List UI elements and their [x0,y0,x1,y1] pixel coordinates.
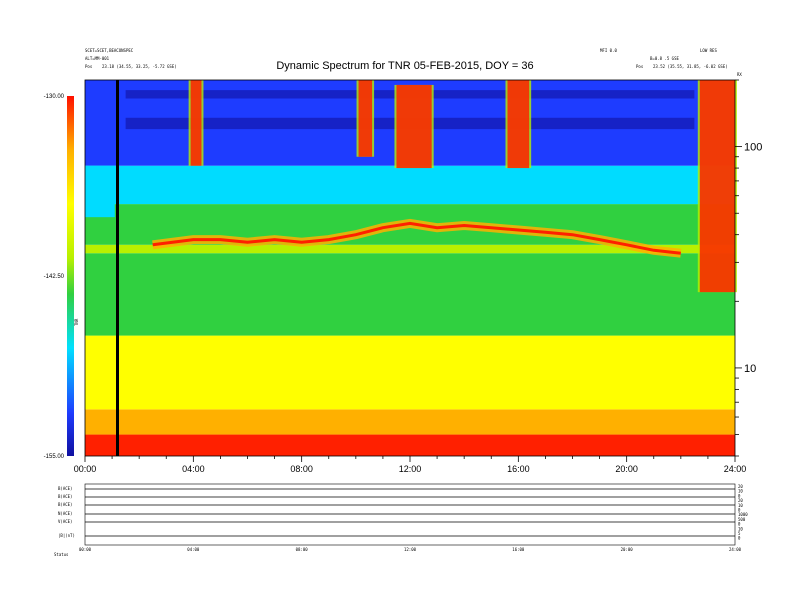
band-orange [85,409,735,435]
x-tick-label-1: 04:00 [182,464,205,474]
band-red-base [85,434,735,456]
colorbar-tick-mid: -142.50 [44,274,65,280]
left-meta-1: SCET=SCET,BEACONSPEC [85,48,134,53]
bottom-row-label-0: B(ACE) [58,486,72,491]
plasma-line [152,221,681,255]
bottom-x-tick-4: 16:00 [512,547,525,552]
bottom-x-tick-3: 12:00 [404,547,417,552]
bottom-right-tick-0: 20 [738,484,743,489]
burst-0 [190,80,202,166]
bottom-right-tick-11: 0 [738,536,741,541]
left-meta-2: ALT=MM-001 [85,56,110,61]
bottom-right-tick-7: 500 [738,517,746,522]
bottom-x-tick-0: 00:00 [79,547,92,552]
colorbar-tick-top: -130.00 [44,94,65,100]
x-tick-label-0: 00:00 [74,464,97,474]
burst-3 [507,80,530,169]
colorbar-tick-bottom: -155.00 [44,454,65,460]
right-pos-value: 23.52 (35.55, 31.85, -6.02 GSE) [653,64,728,69]
bottom-x-tick-2: 08:00 [296,547,309,552]
colorbar [67,96,74,456]
burst-4 [699,80,735,293]
left-pos-label: Pos [85,64,93,69]
bottom-row-label-5: |B|(nT) [58,533,75,538]
right-meta-2: LOW RES [700,48,717,53]
burst-2 [396,84,432,169]
band-cyan [85,165,735,205]
burst-1 [358,80,373,157]
y-axis: 10 100 [735,79,762,457]
bottom-panel-frame [84,483,736,546]
x-tick-label-3: 12:00 [399,464,422,474]
early-cyan-wedge [85,165,115,218]
bottom-right-tick-5: 0 [738,508,741,513]
chart-title: Dynamic Spectrum for TNR 05-FEB-2015, DO… [276,60,533,72]
left-pos-value: 23.18 (34.55, 33.25, -5.72 GSE) [102,64,177,69]
bottom-x-tick-6: 24:00 [729,547,742,552]
bottom-right-tick-10: 5 [738,531,741,536]
bottom-right-tick-8: 0 [738,522,741,527]
spectrogram [85,80,737,456]
x-tick-label-5: 20:00 [615,464,638,474]
status-label: Status [54,552,69,557]
bottom-x-tick-1: 04:00 [187,547,200,552]
bottom-right-tick-9: 10 [738,526,743,531]
band-green [85,253,735,336]
bottom-row-label-1: B(ACE) [58,494,72,499]
y-tick-label-10: 10 [744,363,756,375]
bottom-x-tick-5: 20:00 [621,547,634,552]
bottom-right-tick-4: 10 [738,503,743,508]
bottom-right-tick-3: 20 [738,498,743,503]
bottom-right-tick-6: 1000 [738,512,748,517]
x-tick-label-4: 16:00 [507,464,530,474]
bottom-right-tick-1: 10 [738,489,743,494]
y-tick-label-100: 100 [744,142,762,154]
x-tick-label-2: 08:00 [290,464,313,474]
band-yellow-low [85,335,735,410]
colorbar-label: TNR [74,318,79,326]
bottom-panel: B(ACE)B(ACE)B(ACE)N(ACE)V(ACE)|B|(nT)201… [58,484,748,552]
bottom-right-tick-2: 0 [738,493,741,498]
right-meta-1: MFI 0.0 [600,48,617,53]
right-meta-3: B=0.8 .5 GSE [650,56,679,61]
bottom-row-label-4: V(ACE) [58,519,72,524]
x-tick-label-6: 24:00 [724,464,747,474]
corner-tag: RX [737,72,742,77]
bottom-row-label-2: B(ACE) [58,502,72,507]
x-axis: 00:00 04:00 08:00 12:00 16:00 20:00 24:00 [74,456,747,474]
bottom-row-label-3: N(ACE) [58,511,72,516]
band-yellowgreen [85,244,735,254]
right-pos-label: Pos [636,64,644,69]
